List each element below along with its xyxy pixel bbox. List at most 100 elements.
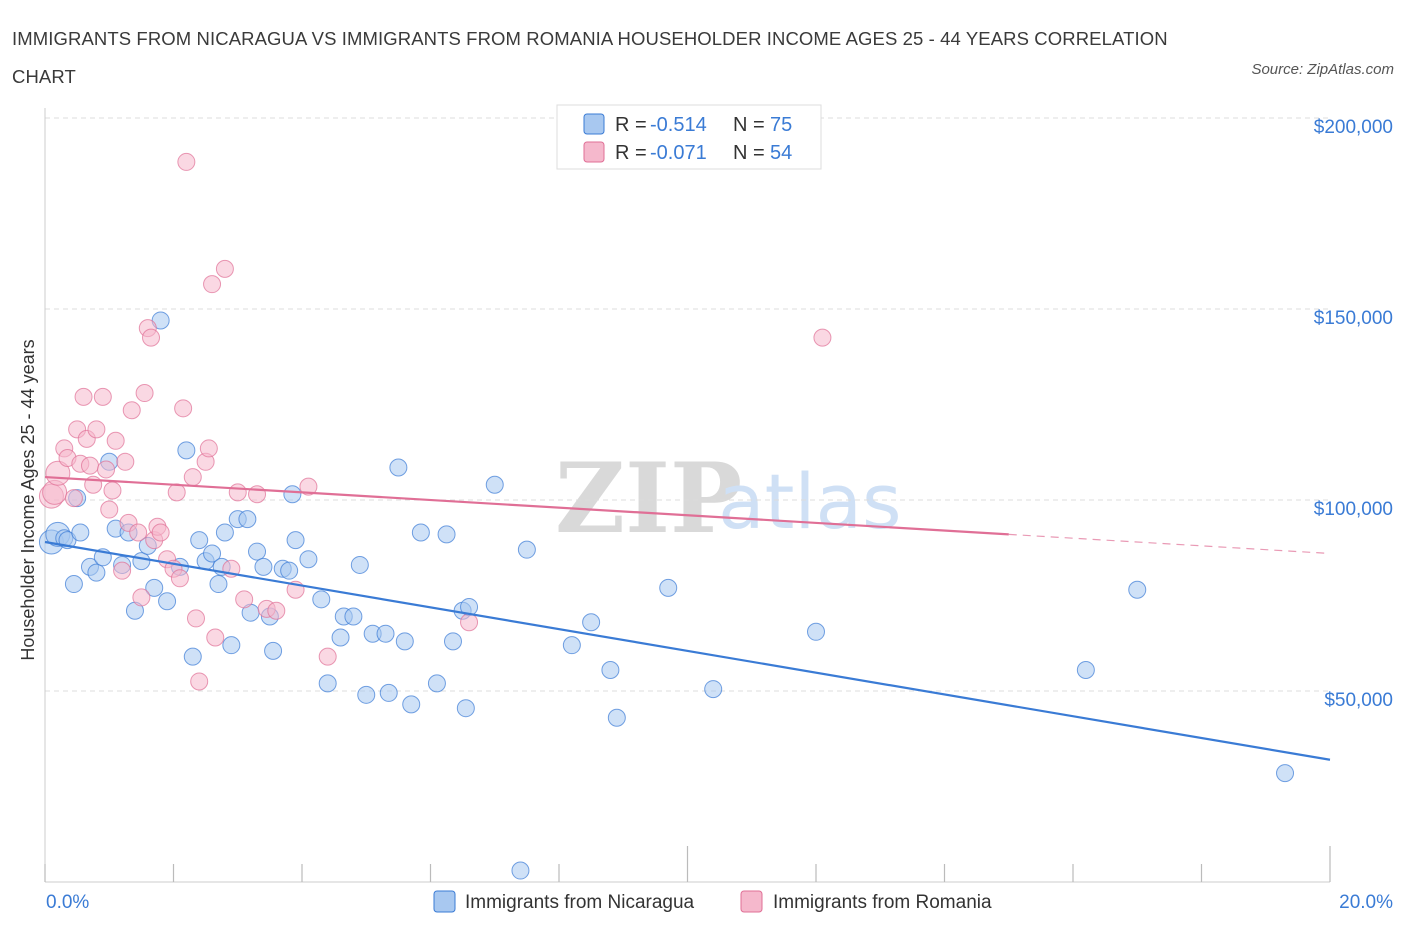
x-tick-label-min: 0.0% <box>46 892 89 913</box>
point-romania-22 <box>129 523 148 542</box>
point-nicaragua-29 <box>222 636 241 655</box>
point-romania-38 <box>190 672 209 691</box>
legend-top-swatch-romania <box>583 141 605 163</box>
point-nicaragua-52 <box>389 458 408 477</box>
legend-top-n-label-nicaragua: N = <box>733 114 765 136</box>
point-nicaragua-73 <box>1128 580 1147 599</box>
point-nicaragua-67 <box>601 660 620 679</box>
point-nicaragua-57 <box>437 525 456 544</box>
point-nicaragua-44 <box>331 628 350 647</box>
point-nicaragua-53 <box>395 632 414 651</box>
point-nicaragua-39 <box>283 485 302 504</box>
point-nicaragua-38 <box>280 561 299 580</box>
legend-top-r-value-nicaragua: -0.514 <box>650 114 707 136</box>
point-nicaragua-36 <box>264 641 283 660</box>
point-nicaragua-17 <box>145 578 164 597</box>
point-nicaragua-66 <box>582 613 601 632</box>
legend-top-n-label-romania: N = <box>733 142 765 164</box>
point-romania-19 <box>116 452 135 471</box>
point-romania-24 <box>135 384 154 403</box>
point-nicaragua-43 <box>318 674 337 693</box>
point-romania-13 <box>93 387 112 406</box>
point-nicaragua-72 <box>1076 660 1095 679</box>
point-romania-40 <box>199 439 218 458</box>
trend-lines <box>44 475 1331 761</box>
legend-bottom-label-nicaragua: Immigrants from Nicaragua <box>465 892 695 913</box>
point-nicaragua-41 <box>299 550 318 569</box>
point-nicaragua-19 <box>158 592 177 611</box>
point-romania-8 <box>74 387 93 406</box>
point-romania-5 <box>64 489 83 508</box>
point-romania-23 <box>132 588 151 607</box>
point-nicaragua-34 <box>254 557 273 576</box>
legend-top-r-label-romania: R = <box>615 142 647 164</box>
point-nicaragua-15 <box>132 552 151 571</box>
chart-source: Source: ZipAtlas.com <box>1251 61 1394 78</box>
point-nicaragua-68 <box>607 708 626 727</box>
point-romania-10 <box>80 456 99 475</box>
point-romania-34 <box>174 399 193 418</box>
point-romania-53 <box>460 613 479 632</box>
y-axis-label: Householder Income Ages 25 - 44 years <box>18 339 38 660</box>
point-nicaragua-48 <box>357 685 376 704</box>
point-nicaragua-51 <box>379 683 398 702</box>
point-romania-49 <box>267 601 286 620</box>
chart-title: IMMIGRANTS FROM NICARAGUA VS IMMIGRANTS … <box>12 28 1168 87</box>
point-romania-33 <box>170 569 189 588</box>
point-nicaragua-8 <box>87 563 106 582</box>
point-nicaragua-6 <box>71 523 90 542</box>
point-nicaragua-40 <box>286 531 305 550</box>
point-romania-26 <box>142 328 161 347</box>
watermark: ZIP atlas <box>555 442 902 555</box>
point-nicaragua-70 <box>704 680 723 699</box>
y-tick-label-1: $100,000 <box>1314 499 1393 520</box>
y-tick-label-0: $50,000 <box>1324 690 1393 711</box>
legend-top-swatch-nicaragua <box>583 113 605 135</box>
point-romania-21 <box>122 401 141 420</box>
point-romania-29 <box>151 523 170 542</box>
point-romania-18 <box>113 561 132 580</box>
legend-bottom-swatch-nicaragua <box>433 890 456 913</box>
point-romania-43 <box>215 259 234 278</box>
point-nicaragua-69 <box>659 578 678 597</box>
point-nicaragua-74 <box>1276 764 1295 783</box>
point-romania-54 <box>813 328 832 347</box>
point-nicaragua-62 <box>485 475 504 494</box>
point-nicaragua-47 <box>350 555 369 574</box>
point-romania-12 <box>87 420 106 439</box>
point-nicaragua-64 <box>517 540 536 559</box>
point-nicaragua-65 <box>562 636 581 655</box>
point-nicaragua-56 <box>427 674 446 693</box>
point-romania-45 <box>228 483 247 502</box>
point-nicaragua-21 <box>177 441 196 460</box>
point-romania-36 <box>183 468 202 487</box>
data-points <box>38 152 1295 880</box>
y-tick-label-3: $200,000 <box>1314 117 1393 138</box>
point-romania-17 <box>106 431 125 450</box>
point-romania-41 <box>203 275 222 294</box>
point-nicaragua-63 <box>511 861 530 880</box>
point-nicaragua-42 <box>312 590 331 609</box>
trend-line-romania <box>44 475 1009 536</box>
point-nicaragua-71 <box>807 622 825 641</box>
point-nicaragua-58 <box>443 632 462 651</box>
point-nicaragua-60 <box>456 699 475 718</box>
point-romania-37 <box>186 609 205 628</box>
y-tick-label-2: $150,000 <box>1314 308 1393 329</box>
point-romania-32 <box>167 483 186 502</box>
point-nicaragua-46 <box>344 607 363 626</box>
point-nicaragua-54 <box>402 695 421 714</box>
x-ticks <box>44 846 1331 882</box>
point-romania-51 <box>299 477 318 496</box>
point-nicaragua-28 <box>215 523 234 542</box>
point-romania-15 <box>100 500 119 519</box>
trend-line-nicaragua <box>44 540 1331 761</box>
watermark-atlas: atlas <box>718 457 902 546</box>
point-nicaragua-50 <box>376 624 395 643</box>
point-romania-35 <box>177 152 196 171</box>
legend-bottom: Immigrants from Nicaragua Immigrants fro… <box>433 890 992 913</box>
point-nicaragua-55 <box>411 523 430 542</box>
legend-top-n-value-romania: 54 <box>770 142 792 164</box>
trend-line-dashed-romania <box>1008 533 1331 555</box>
